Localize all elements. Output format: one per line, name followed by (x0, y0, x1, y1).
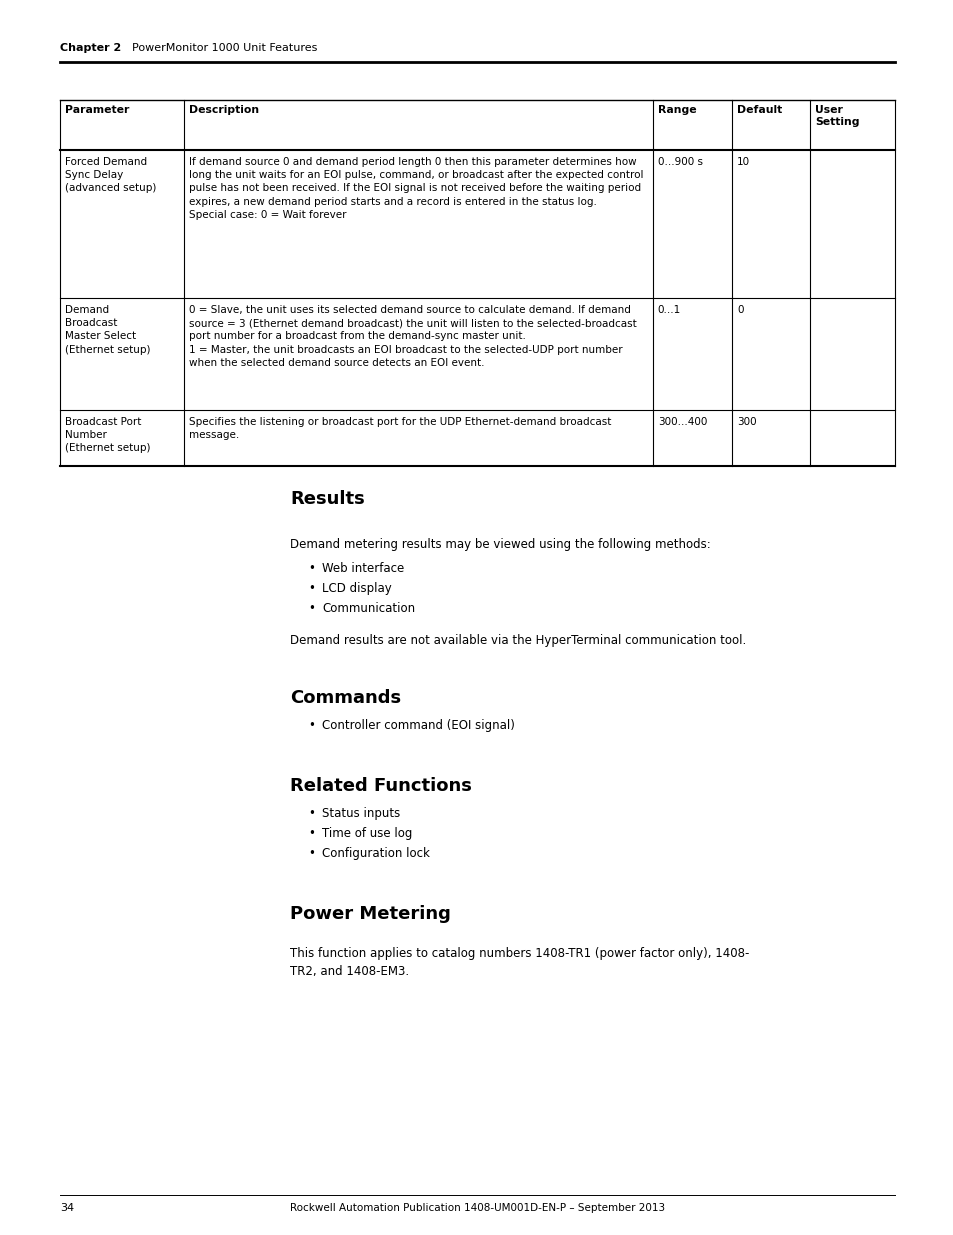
Text: Power Metering: Power Metering (290, 905, 451, 923)
Text: •: • (308, 601, 314, 615)
Text: 34: 34 (60, 1203, 74, 1213)
Text: Specifies the listening or broadcast port for the UDP Ethernet-demand broadcast
: Specifies the listening or broadcast por… (189, 417, 610, 440)
Text: Controller command (EOI signal): Controller command (EOI signal) (322, 719, 515, 732)
Text: •: • (308, 847, 314, 860)
Text: 0...1: 0...1 (658, 305, 680, 315)
Text: Communication: Communication (322, 601, 415, 615)
Text: 10: 10 (737, 157, 749, 167)
Text: 0...900 s: 0...900 s (658, 157, 702, 167)
Text: Forced Demand
Sync Delay
(advanced setup): Forced Demand Sync Delay (advanced setup… (65, 157, 156, 194)
Text: Chapter 2: Chapter 2 (60, 43, 121, 53)
Text: 300: 300 (737, 417, 756, 427)
Text: •: • (308, 827, 314, 840)
Text: Default: Default (737, 105, 781, 115)
Text: •: • (308, 562, 314, 576)
Text: Rockwell Automation Publication 1408-UM001D-EN-P – September 2013: Rockwell Automation Publication 1408-UM0… (290, 1203, 664, 1213)
Text: Broadcast Port
Number
(Ethernet setup): Broadcast Port Number (Ethernet setup) (65, 417, 151, 453)
Text: Results: Results (290, 490, 364, 508)
Text: Range: Range (658, 105, 696, 115)
Text: Status inputs: Status inputs (322, 806, 400, 820)
Text: Related Functions: Related Functions (290, 777, 472, 795)
Text: If demand source 0 and demand period length 0 then this parameter determines how: If demand source 0 and demand period len… (189, 157, 642, 220)
Text: Description: Description (189, 105, 258, 115)
Text: PowerMonitor 1000 Unit Features: PowerMonitor 1000 Unit Features (132, 43, 317, 53)
Text: This function applies to catalog numbers 1408-TR1 (power factor only), 1408-
TR2: This function applies to catalog numbers… (290, 947, 749, 978)
Text: Demand results are not available via the HyperTerminal communication tool.: Demand results are not available via the… (290, 634, 745, 647)
Text: 300...400: 300...400 (658, 417, 706, 427)
Text: 0 = Slave, the unit uses its selected demand source to calculate demand. If dema: 0 = Slave, the unit uses its selected de… (189, 305, 636, 368)
Text: Parameter: Parameter (65, 105, 130, 115)
Text: Web interface: Web interface (322, 562, 404, 576)
Text: •: • (308, 806, 314, 820)
Text: Demand
Broadcast
Master Select
(Ethernet setup): Demand Broadcast Master Select (Ethernet… (65, 305, 151, 354)
Text: Demand metering results may be viewed using the following methods:: Demand metering results may be viewed us… (290, 538, 710, 551)
Text: User
Setting: User Setting (814, 105, 859, 127)
Text: LCD display: LCD display (322, 582, 392, 595)
Text: 0: 0 (737, 305, 743, 315)
Text: Commands: Commands (290, 689, 400, 706)
Text: •: • (308, 582, 314, 595)
Text: Configuration lock: Configuration lock (322, 847, 430, 860)
Text: •: • (308, 719, 314, 732)
Text: Time of use log: Time of use log (322, 827, 412, 840)
